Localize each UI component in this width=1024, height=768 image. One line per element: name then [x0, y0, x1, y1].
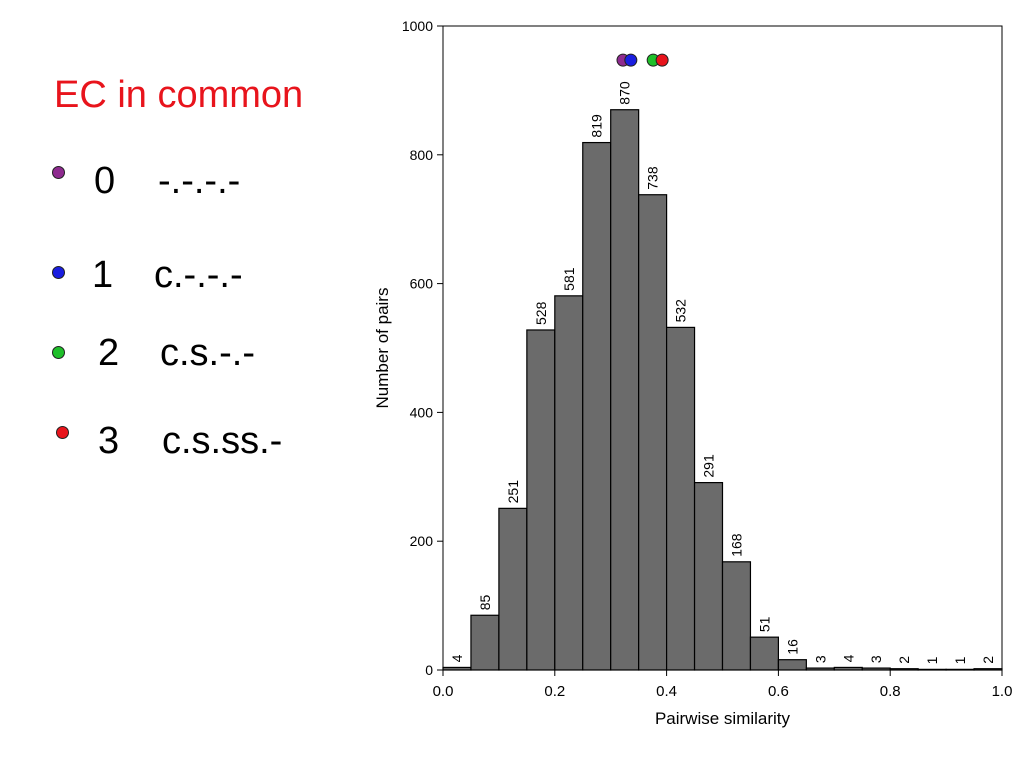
bar-value-label: 3 [812, 655, 828, 663]
histogram-bar [610, 109, 640, 671]
legend-item-0: 0 -.-.-.- [0, 160, 360, 206]
histogram-bar [749, 636, 780, 671]
histogram-bar [945, 668, 975, 671]
bar-value-label: 1 [924, 656, 940, 664]
legend-ec-code: c.-.-.- [154, 254, 243, 296]
histogram-bar [777, 659, 807, 671]
bar-value-label: 581 [561, 267, 577, 291]
legend-ec-code: c.s.-.- [160, 332, 255, 374]
histogram-bar [442, 666, 472, 671]
bar-value-label: 291 [701, 454, 717, 478]
bar-value-label: 4 [840, 654, 856, 662]
histogram-bar [665, 326, 696, 671]
legend-item-3: 3 c.s.ss.- [0, 420, 360, 466]
bar-value-label: 1 [952, 656, 968, 664]
similarity-marker-3 [655, 53, 669, 67]
x-tick-label: 0.6 [768, 683, 789, 700]
legend-count: 2 [98, 332, 120, 374]
bar-value-label: 532 [673, 299, 689, 323]
legend-item-2: 2 c.s.-.- [0, 332, 360, 378]
histogram-bar [861, 667, 891, 671]
bar-value-label: 51 [756, 616, 772, 632]
histogram-bar [833, 666, 863, 671]
y-tick-label: 0 [425, 662, 433, 678]
x-tick-label: 0.0 [433, 683, 454, 700]
legend-marker-0 [52, 166, 65, 179]
bar-value-label: 85 [477, 594, 493, 610]
bar-value-label: 4 [449, 654, 465, 662]
y-axis-label: Number of pairs [373, 288, 392, 409]
histogram-bar [889, 668, 919, 671]
x-tick-label: 0.8 [880, 683, 901, 700]
bar-value-label: 2 [896, 656, 912, 664]
histogram-bar [973, 668, 1003, 671]
bar-value-label: 819 [589, 114, 605, 138]
bar-value-label: 3 [868, 655, 884, 663]
y-tick-label: 200 [410, 533, 434, 549]
legend-marker-2 [52, 346, 65, 359]
x-tick-label: 1.0 [992, 683, 1013, 700]
histogram-bar [526, 329, 556, 671]
histogram-bar [917, 668, 947, 671]
bar-value-label: 870 [617, 81, 633, 105]
bar-value-label: 2 [980, 656, 996, 664]
x-tick-label: 0.4 [656, 683, 677, 700]
legend-count: 1 [92, 254, 114, 296]
y-tick-label: 600 [410, 276, 434, 292]
bar-value-label: 168 [728, 533, 744, 557]
y-tick-label: 400 [410, 404, 434, 420]
histogram-bar [470, 614, 500, 671]
bar-value-label: 738 [645, 166, 661, 190]
legend-count: 0 [94, 160, 116, 202]
histogram-bar [582, 141, 612, 671]
legend-count: 3 [98, 420, 120, 462]
x-tick-label: 0.2 [544, 683, 565, 700]
legend-marker-1 [52, 266, 65, 279]
y-tick-label: 1000 [402, 18, 433, 34]
histogram-bar [498, 507, 528, 671]
bar-value-label: 528 [533, 301, 549, 325]
histogram-bar [721, 561, 752, 671]
histogram-bar [638, 194, 668, 671]
histogram-bar [805, 667, 835, 671]
similarity-marker-1 [624, 53, 638, 67]
legend-ec-code: c.s.ss.- [162, 420, 283, 462]
legend-item-1: 1 c.-.-.- [0, 254, 360, 300]
legend-marker-3 [56, 426, 69, 439]
legend-ec-code: -.-.-.- [158, 160, 241, 202]
x-axis-label: Pairwise similarity [655, 709, 791, 728]
y-tick-label: 800 [410, 147, 434, 163]
histogram-bar [693, 481, 724, 671]
bar-value-label: 16 [784, 639, 800, 655]
bar-value-label: 251 [505, 480, 521, 504]
histogram-bar [554, 295, 584, 671]
legend-title: EC in common [54, 74, 304, 116]
